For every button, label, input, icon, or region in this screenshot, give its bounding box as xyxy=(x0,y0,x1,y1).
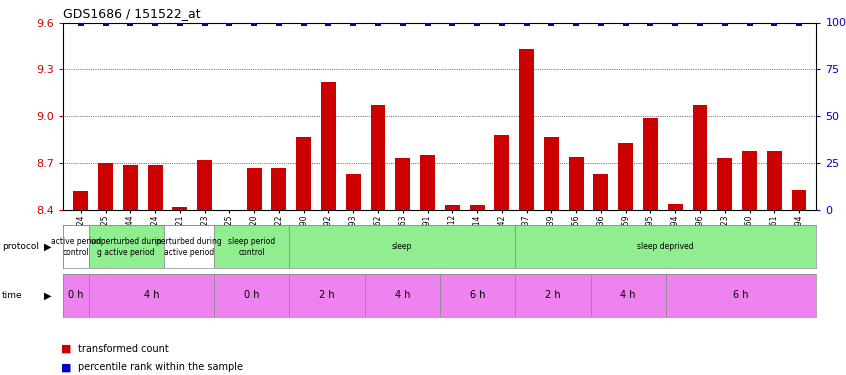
Text: sleep period
control: sleep period control xyxy=(228,237,275,256)
Bar xyxy=(173,207,187,210)
Bar xyxy=(197,160,212,210)
Text: 4 h: 4 h xyxy=(620,290,636,300)
Text: sleep: sleep xyxy=(392,242,413,251)
Bar xyxy=(440,274,515,317)
Bar xyxy=(164,225,214,268)
Bar xyxy=(494,135,509,210)
Text: 2 h: 2 h xyxy=(545,290,561,300)
Bar xyxy=(594,174,608,210)
Bar xyxy=(470,206,485,210)
Text: percentile rank within the sample: percentile rank within the sample xyxy=(78,363,243,372)
Bar xyxy=(98,163,113,210)
Text: 0 h: 0 h xyxy=(69,290,84,300)
Bar xyxy=(89,274,214,317)
Text: ■: ■ xyxy=(61,344,71,354)
Text: 6 h: 6 h xyxy=(470,290,486,300)
Bar xyxy=(742,151,757,210)
Bar xyxy=(569,157,584,210)
Text: ▶: ▶ xyxy=(44,290,52,300)
Bar xyxy=(717,159,732,210)
Bar xyxy=(296,136,311,210)
Bar xyxy=(766,151,782,210)
Bar xyxy=(148,165,162,210)
Text: GDS1686 / 151522_at: GDS1686 / 151522_at xyxy=(63,7,201,20)
Bar xyxy=(591,274,666,317)
Bar xyxy=(89,225,164,268)
Bar xyxy=(74,191,88,210)
Text: 4 h: 4 h xyxy=(394,290,410,300)
Bar xyxy=(515,274,591,317)
Text: 2 h: 2 h xyxy=(319,290,335,300)
Bar xyxy=(63,225,89,268)
Bar xyxy=(395,159,410,210)
Text: 0 h: 0 h xyxy=(244,290,260,300)
Bar xyxy=(214,274,289,317)
Text: 4 h: 4 h xyxy=(144,290,159,300)
Bar xyxy=(63,274,89,317)
Text: time: time xyxy=(2,291,22,300)
Bar xyxy=(693,105,707,210)
Bar xyxy=(289,225,515,268)
Bar xyxy=(272,168,286,210)
Bar xyxy=(346,174,360,210)
Text: perturbed during
active period: perturbed during active period xyxy=(156,237,222,256)
Bar xyxy=(666,274,816,317)
Bar xyxy=(519,49,534,210)
Bar xyxy=(544,136,559,210)
Text: 6 h: 6 h xyxy=(733,290,749,300)
Text: protocol: protocol xyxy=(2,242,39,251)
Bar xyxy=(365,274,440,317)
Bar xyxy=(792,190,806,210)
Text: transformed count: transformed count xyxy=(78,344,168,354)
Bar xyxy=(371,105,386,210)
Bar xyxy=(618,143,633,210)
Bar xyxy=(667,204,683,210)
Bar xyxy=(214,225,289,268)
Bar xyxy=(515,225,816,268)
Text: ■: ■ xyxy=(61,363,71,372)
Bar xyxy=(420,155,435,210)
Bar xyxy=(247,168,261,210)
Bar xyxy=(445,206,459,210)
Text: sleep deprived: sleep deprived xyxy=(638,242,694,251)
Bar xyxy=(123,165,138,210)
Bar xyxy=(321,82,336,210)
Text: ▶: ▶ xyxy=(44,242,52,252)
Text: unperturbed durin
g active period: unperturbed durin g active period xyxy=(91,237,162,256)
Text: active period
control: active period control xyxy=(51,237,102,256)
Bar xyxy=(289,274,365,317)
Bar xyxy=(643,118,658,210)
